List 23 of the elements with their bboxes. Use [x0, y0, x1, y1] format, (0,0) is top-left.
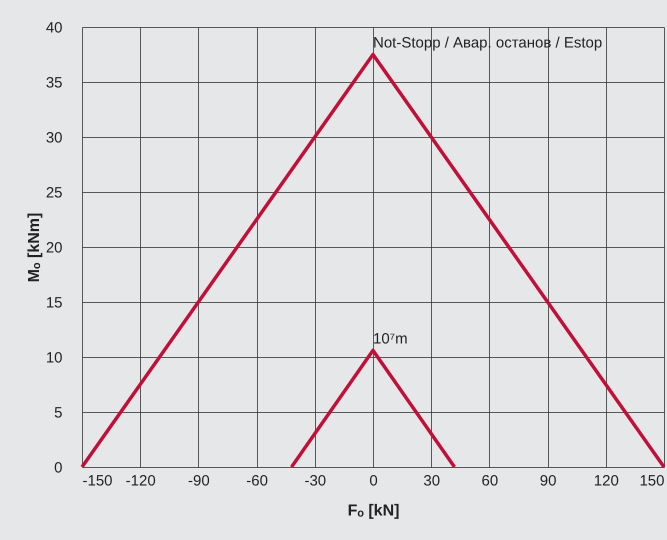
x-tick-label: -120: [126, 472, 156, 490]
y-tick-label: 15: [46, 294, 62, 312]
x-tick-label: 60: [482, 472, 498, 490]
x-tick-label: -30: [304, 472, 326, 490]
y-axis-title: Mₒ [kNm]: [26, 212, 43, 282]
x-tick-label: 150: [639, 472, 664, 490]
x-tick-label: 0: [369, 472, 378, 490]
y-tick-label: 35: [46, 74, 62, 92]
x-axis-title: Fₒ [kN]: [348, 502, 400, 520]
x-tick-label: -90: [188, 472, 210, 490]
y-tick-label: 25: [46, 184, 62, 202]
y-tick-label: 0: [54, 460, 62, 476]
x-tick-label: -150: [82, 472, 113, 490]
x-tick-label: 30: [423, 472, 440, 490]
x-tick-label: 90: [540, 472, 556, 490]
y-tick-label: 5: [54, 404, 62, 422]
y-tick-label: 40: [46, 20, 62, 36]
y-tick-label: 20: [46, 240, 62, 256]
annotation: 10⁷m: [373, 330, 408, 348]
x-tick-label: -60: [246, 472, 268, 490]
y-tick-label: 10: [46, 350, 62, 366]
x-tick-label: 120: [594, 472, 619, 490]
y-tick-label: 30: [46, 130, 62, 146]
